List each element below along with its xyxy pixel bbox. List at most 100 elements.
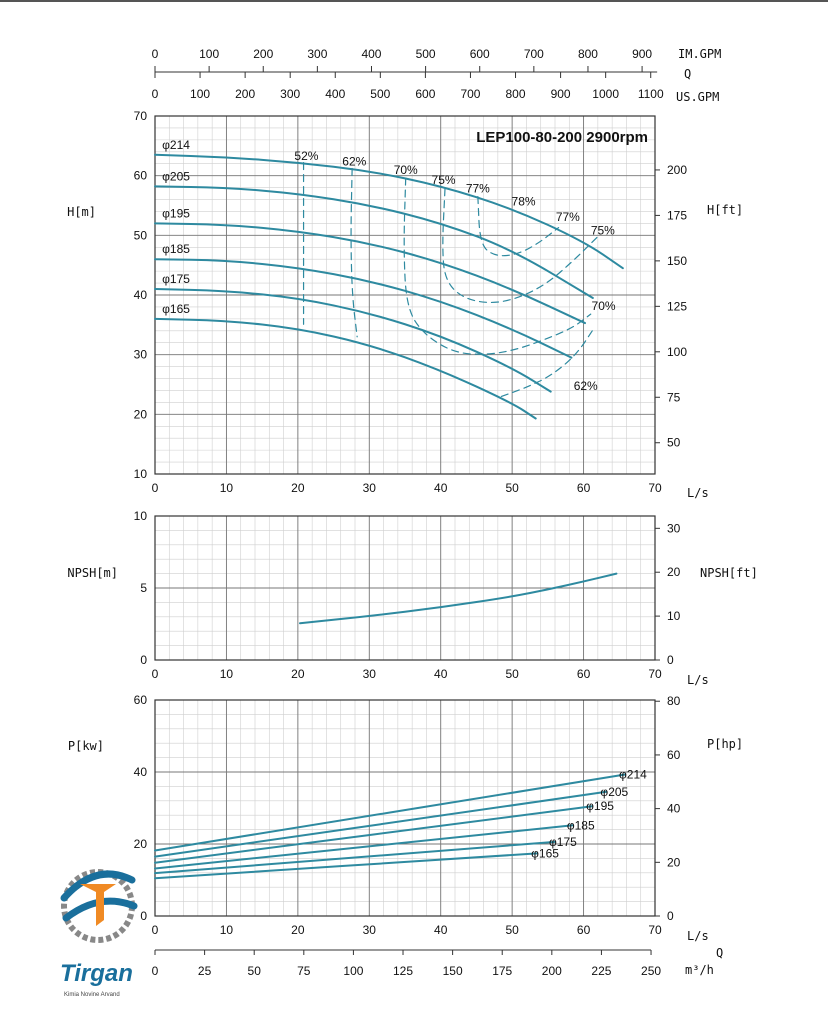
power-curve	[154, 790, 608, 858]
usgpm-tick-label: 100	[190, 87, 210, 101]
efficiency-label: 70%	[394, 163, 418, 177]
power-x-tick-label: 20	[291, 923, 305, 937]
npsh-ylabel-right: NPSH[ft]	[700, 566, 758, 580]
imgpm-tick-label: 100	[199, 47, 219, 61]
head-frame	[154, 115, 656, 475]
m3h-tick-label: 150	[443, 964, 463, 978]
usgpm-tick-label: 1100	[638, 87, 664, 101]
m3h-tick-label: 100	[343, 964, 363, 978]
head-right-tick-label: 175	[667, 208, 687, 222]
usgpm-tick-label: 600	[415, 87, 435, 101]
head-series-label: φ205	[162, 169, 190, 183]
head-x-tick-label: 10	[220, 481, 234, 495]
head-series-label: φ214	[162, 138, 190, 152]
imgpm-tick-label: 700	[524, 47, 544, 61]
power-x-tick-label: 10	[220, 923, 234, 937]
head-right-tick-label: 125	[667, 299, 687, 313]
m3h-tick-label: 250	[641, 964, 661, 978]
npsh-x-tick-label: 70	[648, 667, 662, 681]
bottom-q-label: Q	[716, 946, 723, 960]
usgpm-tick-label: 0	[152, 87, 159, 101]
npsh-x-tick-label: 30	[363, 667, 377, 681]
head-curve	[154, 222, 586, 325]
head-curve	[154, 258, 573, 359]
head-series-label: φ195	[162, 206, 190, 220]
usgpm-tick-label: 300	[280, 87, 300, 101]
power-curve	[154, 805, 594, 864]
m3h-tick-label: 50	[248, 964, 262, 978]
head-x-tick-label: 20	[291, 481, 305, 495]
power-series-label: φ165	[531, 846, 559, 860]
efficiency-label: 75%	[432, 173, 456, 187]
head-y-tick-label: 70	[134, 109, 148, 123]
power-frame	[154, 699, 656, 917]
npsh-x-tick-label: 60	[577, 667, 591, 681]
npsh-y-tick-label: 0	[140, 653, 147, 667]
m3h-tick-label: 25	[198, 964, 212, 978]
power-right-tick-label: 20	[667, 855, 681, 869]
imgpm-tick-label: 300	[307, 47, 327, 61]
efficiency-contour-62pct	[350, 167, 358, 338]
m3h-tick-label: 125	[393, 964, 413, 978]
efficiency-label: 52%	[294, 149, 318, 163]
head-ylabel-right: H[ft]	[707, 203, 743, 217]
npsh-right-tick-label: 30	[667, 521, 681, 535]
power-curve	[154, 773, 626, 852]
m3h-axis-label: m³/h	[685, 963, 714, 977]
power-right-tick-label: 0	[667, 909, 674, 923]
usgpm-tick-label: 700	[460, 87, 480, 101]
usgpm-tick-label: 200	[235, 87, 255, 101]
head-x-tick-label: 60	[577, 481, 591, 495]
head-right-tick-label: 50	[667, 436, 681, 450]
npsh-x-tick-label: 20	[291, 667, 305, 681]
efficiency-label: 78%	[512, 195, 536, 209]
efficiency-label: 62%	[574, 379, 598, 393]
chart-title: LEP100-80-200 2900rpm	[476, 129, 648, 146]
head-x-tick-label: 40	[434, 481, 448, 495]
head-x-tick-label: 30	[363, 481, 377, 495]
imgpm-tick-label: 200	[253, 47, 273, 61]
power-x-tick-label: 40	[434, 923, 448, 937]
usgpm-tick-label: 900	[551, 87, 571, 101]
npsh-right-tick-label: 20	[667, 565, 681, 579]
power-x-tick-label: 70	[648, 923, 662, 937]
power-x-tick-label: 50	[505, 923, 519, 937]
power-series-label: φ175	[549, 835, 577, 849]
m3h-tick-label: 0	[152, 964, 159, 978]
npsh-right-tick-label: 0	[667, 653, 674, 667]
head-y-tick-label: 30	[134, 348, 148, 362]
efficiency-label: 77%	[556, 210, 580, 224]
head-series-label: φ175	[162, 272, 190, 286]
head-right-tick-label: 75	[667, 390, 681, 404]
head-y-tick-label: 10	[134, 467, 148, 481]
head-right-tick-label: 200	[667, 163, 687, 177]
usgpm-axis-label: US.GPM	[676, 90, 719, 104]
head-right-tick-label: 100	[667, 345, 687, 359]
npsh-x-tick-label: 0	[152, 667, 159, 681]
power-right-tick-label: 40	[667, 802, 681, 816]
head-y-tick-label: 50	[134, 228, 148, 242]
usgpm-tick-label: 500	[370, 87, 390, 101]
usgpm-tick-label: 1000	[592, 87, 619, 101]
m3h-tick-label: 200	[542, 964, 562, 978]
power-x-tick-label: 0	[152, 923, 159, 937]
head-curve	[154, 185, 594, 299]
power-y-tick-label: 40	[134, 765, 148, 779]
imgpm-tick-label: 900	[632, 47, 652, 61]
efficiency-label: 62%	[342, 155, 366, 169]
head-y-tick-label: 40	[134, 288, 148, 302]
efficiency-label: 77%	[466, 181, 490, 195]
power-series-label: φ205	[600, 785, 628, 799]
head-series-label: φ185	[162, 242, 190, 256]
npsh-y-tick-label: 5	[140, 581, 147, 595]
head-series-label: φ165	[162, 302, 190, 316]
imgpm-axis-label: IM.GPM	[678, 47, 721, 61]
head-y-tick-label: 20	[134, 407, 148, 421]
brand-tagline: Kimia Novine Arvand	[64, 992, 120, 998]
usgpm-tick-label: 400	[325, 87, 345, 101]
power-right-tick-label: 60	[667, 748, 681, 762]
head-curve	[154, 288, 552, 393]
npsh-y-tick-label: 10	[134, 509, 148, 523]
power-y-tick-label: 20	[134, 837, 148, 851]
